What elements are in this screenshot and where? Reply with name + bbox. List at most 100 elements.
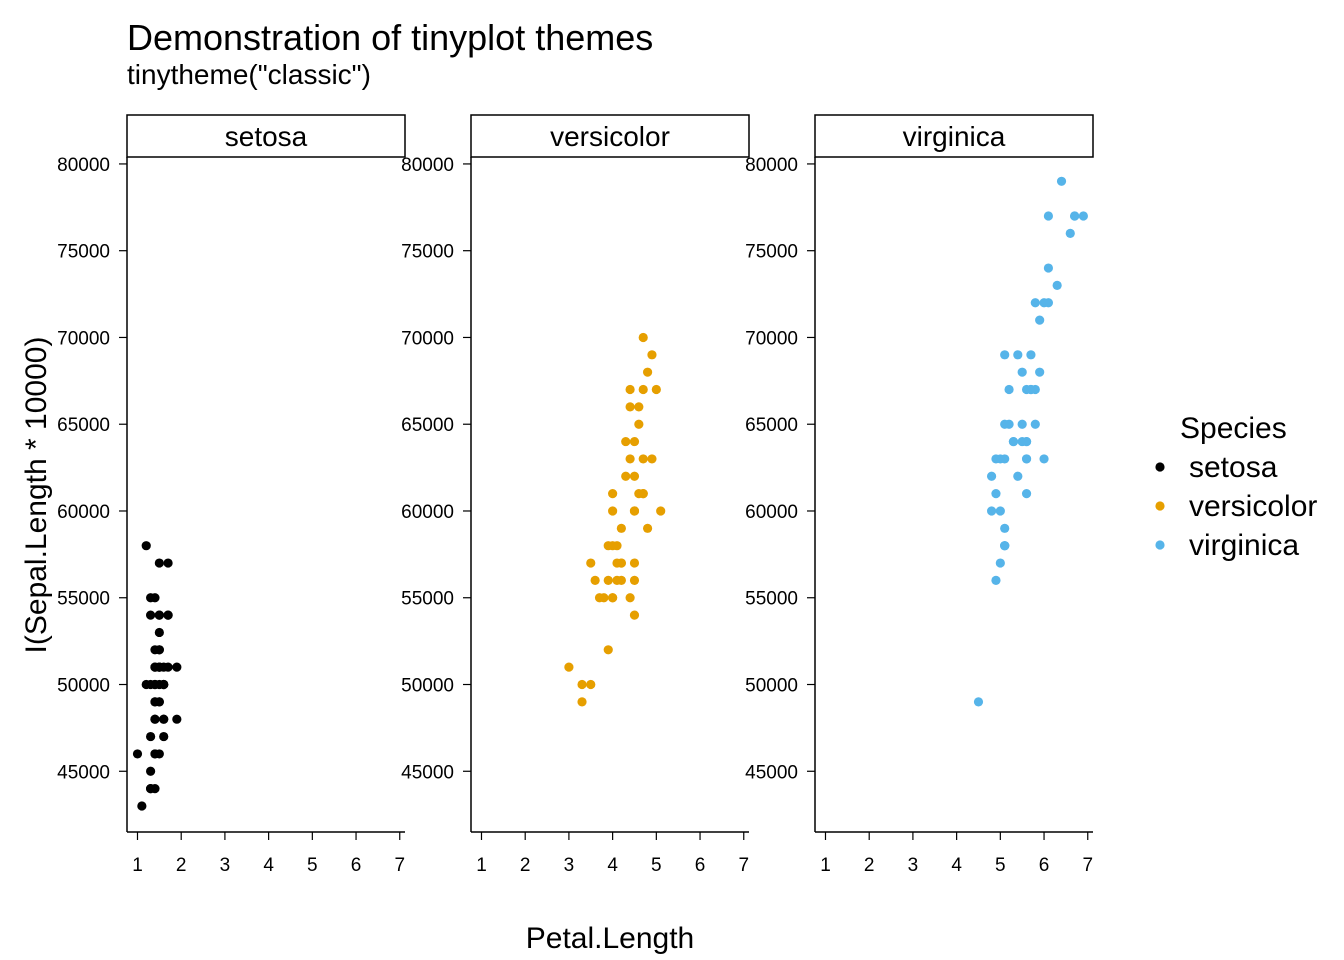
data-point-versicolor <box>577 697 587 707</box>
data-point-setosa <box>154 627 164 638</box>
data-point-virginica <box>1013 350 1023 360</box>
x-tick-label: 1 <box>476 855 487 876</box>
data-point-versicolor <box>642 367 653 377</box>
facet-strip-label: versicolor <box>550 121 670 152</box>
data-point-versicolor <box>564 662 574 672</box>
data-point-virginica <box>991 575 1001 585</box>
data-point-setosa <box>150 679 160 690</box>
y-tick-label: 75000 <box>745 242 798 263</box>
x-tick-label: 2 <box>520 855 531 876</box>
data-point-setosa <box>146 784 156 794</box>
y-tick-label: 65000 <box>745 415 798 436</box>
data-point-versicolor <box>638 454 648 464</box>
legend-label-setosa: setosa <box>1189 451 1278 484</box>
x-tick-label: 1 <box>132 855 143 876</box>
data-point-setosa <box>150 749 160 759</box>
data-point-setosa <box>163 558 173 568</box>
data-point-setosa <box>146 593 156 603</box>
y-tick-label: 65000 <box>57 415 110 436</box>
data-point-virginica <box>1026 350 1036 360</box>
data-point-virginica <box>1056 176 1067 186</box>
x-tick-label: 6 <box>695 855 706 876</box>
data-point-versicolor <box>621 436 631 447</box>
data-point-versicolor <box>621 471 631 481</box>
y-tick-label: 45000 <box>57 762 110 783</box>
y-tick-label: 60000 <box>745 502 798 523</box>
data-point-versicolor <box>629 610 640 620</box>
x-tick-label: 4 <box>951 855 962 876</box>
data-point-virginica <box>995 558 1005 568</box>
data-point-versicolor <box>629 558 640 568</box>
data-point-virginica <box>1000 523 1010 533</box>
data-point-versicolor <box>629 471 640 481</box>
y-tick-label: 50000 <box>57 676 110 697</box>
data-point-versicolor <box>647 454 657 464</box>
data-point-virginica <box>1039 454 1049 464</box>
chart-subtitle: tinytheme("classic") <box>127 59 371 90</box>
legend-label-versicolor: versicolor <box>1189 490 1317 523</box>
data-point-setosa <box>154 610 164 620</box>
y-tick-label: 80000 <box>57 155 110 176</box>
data-point-setosa <box>159 679 169 690</box>
data-point-versicolor <box>656 506 666 516</box>
facet-strip-virginica <box>814 114 1094 158</box>
x-tick-label: 4 <box>263 855 274 876</box>
data-point-versicolor <box>586 679 596 690</box>
facet-strip-label: virginica <box>903 121 1006 152</box>
data-point-versicolor <box>594 593 605 603</box>
legend-label-virginica: virginica <box>1189 529 1299 562</box>
x-tick-label: 3 <box>908 855 919 876</box>
data-point-versicolor <box>642 523 653 533</box>
x-tick-label: 4 <box>607 855 618 876</box>
x-tick-label: 3 <box>564 855 575 876</box>
data-point-versicolor <box>634 489 644 499</box>
data-point-setosa <box>159 731 169 742</box>
x-tick-label: 5 <box>995 855 1006 876</box>
data-point-virginica <box>1004 419 1014 429</box>
data-point-virginica <box>1039 298 1049 308</box>
y-tick-label: 60000 <box>401 502 454 523</box>
data-point-setosa <box>146 766 156 776</box>
y-tick-label: 70000 <box>57 328 110 349</box>
data-point-versicolor <box>625 402 635 412</box>
x-tick-label: 5 <box>307 855 318 876</box>
y-tick-label: 60000 <box>57 502 110 523</box>
chart-title: Demonstration of tinyplot themes <box>127 17 653 58</box>
x-tick-label: 1 <box>820 855 831 876</box>
facet-panel-setosa: setosa 45000 50000 55000 60000 65000 70000 7500… <box>57 114 406 876</box>
data-point-virginica <box>1030 298 1040 308</box>
x-tick-label: 2 <box>176 855 187 876</box>
facet-panel-versicolor: versicolor 45000 50000 55000 60000 65000 70000… <box>401 114 750 876</box>
y-tick-label: 55000 <box>57 589 110 610</box>
data-point-setosa <box>159 714 169 724</box>
data-point-versicolor <box>625 384 635 395</box>
x-tick-label: 3 <box>220 855 231 876</box>
data-point-versicolor <box>603 575 613 585</box>
x-tick-label: 6 <box>1039 855 1050 876</box>
facet-panels: setosa 45000 50000 55000 60000 65000 70000 7500… <box>57 114 1094 876</box>
facet-strip-label: setosa <box>225 121 308 152</box>
data-point-setosa <box>132 749 143 759</box>
x-tick-label: 7 <box>394 855 405 876</box>
data-point-virginica <box>986 471 997 481</box>
x-tick-label: 6 <box>351 855 362 876</box>
data-point-virginica <box>1017 436 1027 447</box>
legend: Species setosa versicolor virginica <box>1155 412 1317 562</box>
x-tick-label: 2 <box>864 855 875 876</box>
data-point-virginica <box>1017 419 1027 429</box>
data-point-virginica <box>1043 211 1054 221</box>
y-tick-label: 75000 <box>57 242 110 263</box>
data-point-versicolor <box>586 558 596 568</box>
legend-marker-setosa <box>1155 462 1165 472</box>
x-tick-label: 5 <box>651 855 662 876</box>
data-point-setosa <box>137 801 147 811</box>
data-point-versicolor <box>590 575 600 585</box>
data-point-virginica <box>1078 211 1088 221</box>
data-point-virginica <box>995 454 1005 464</box>
data-point-versicolor <box>603 645 613 655</box>
data-point-setosa <box>172 714 182 724</box>
data-point-versicolor <box>616 523 626 533</box>
data-point-virginica <box>1021 454 1032 464</box>
data-point-versicolor <box>577 679 587 690</box>
facet-strip-versicolor <box>470 114 750 158</box>
